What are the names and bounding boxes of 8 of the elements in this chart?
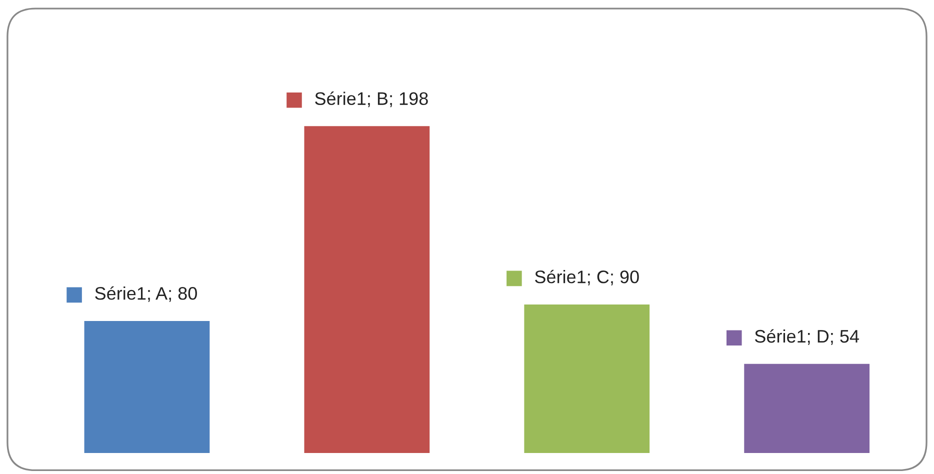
data-label: Série1; D; 54	[754, 329, 859, 345]
bar	[84, 320, 210, 453]
bar	[304, 126, 430, 453]
bar	[744, 364, 870, 453]
bar	[524, 304, 650, 453]
data-label: Série1; C; 90	[535, 270, 639, 286]
data-label: Série1; A; 80	[95, 286, 197, 302]
data-label: Série1; B; 198	[315, 92, 428, 108]
